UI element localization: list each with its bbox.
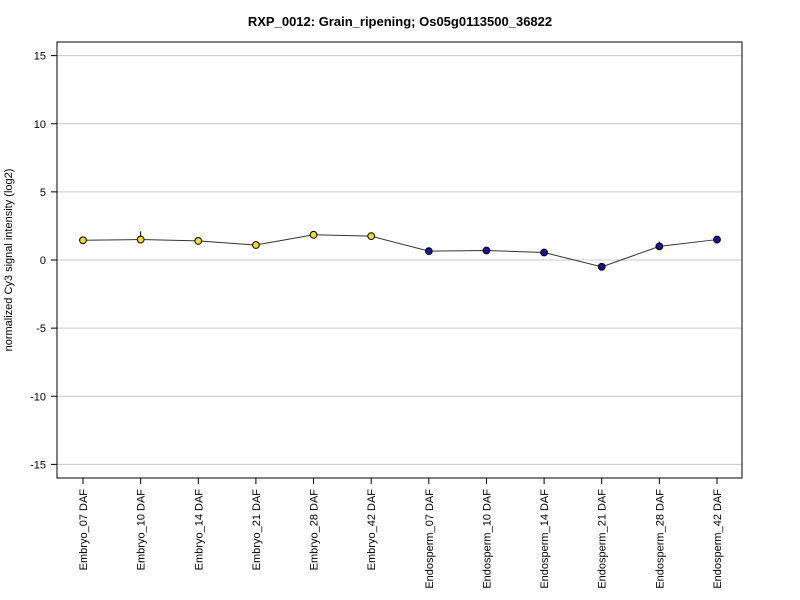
data-point xyxy=(597,262,606,271)
y-tick-label: 0 xyxy=(40,255,46,267)
series-line xyxy=(82,234,718,268)
y-tick-label: -15 xyxy=(30,459,46,471)
data-series xyxy=(79,230,721,271)
data-point xyxy=(713,235,721,244)
x-tick-label: Endosperm_42 DAF xyxy=(712,489,724,589)
x-tick-label: Endosperm_14 DAF xyxy=(539,489,551,589)
x-tick-label: Embryo_14 DAF xyxy=(193,489,205,571)
x-tick-label: Endosperm_07 DAF xyxy=(424,489,436,589)
x-tick-label: Embryo_21 DAF xyxy=(251,489,263,571)
x-tick-label: Endosperm_28 DAF xyxy=(654,489,666,589)
gridlines xyxy=(57,55,742,465)
data-point xyxy=(655,242,664,251)
data-point xyxy=(424,247,433,256)
x-axis: Embryo_07 DAF Embryo_10 DAF Embryo_14 DAF E… xyxy=(78,478,724,589)
y-tick-label: 15 xyxy=(34,51,46,63)
data-point xyxy=(540,248,548,257)
chart-title: RXP_0012: Grain_ripening; Os05g0113500_3… xyxy=(248,14,552,29)
y-tick-label: 10 xyxy=(34,119,46,131)
data-point xyxy=(79,236,87,245)
x-tick-label: Embryo_28 DAF xyxy=(309,489,321,571)
data-point xyxy=(252,241,260,249)
data-point xyxy=(367,232,376,241)
x-tick-label: Embryo_10 DAF xyxy=(136,489,148,571)
y-axis: 15 10 5 0 -5 -10 -15 xyxy=(30,51,57,471)
y-axis-label: normalized Cy3 signal intensity (log2) xyxy=(3,169,15,352)
x-tick-label: Endosperm_10 DAF xyxy=(481,489,493,589)
x-tick-label: Embryo_42 DAF xyxy=(366,489,378,571)
x-tick-label: Endosperm_21 DAF xyxy=(597,489,609,589)
y-tick-label: -5 xyxy=(36,323,46,335)
x-tick-label: Embryo_07 DAF xyxy=(78,489,90,571)
y-tick-label: -10 xyxy=(30,391,46,403)
data-point xyxy=(194,237,203,245)
data-point xyxy=(309,230,318,239)
data-point xyxy=(482,246,491,255)
data-point xyxy=(136,235,145,244)
y-tick-label: 5 xyxy=(40,187,46,199)
